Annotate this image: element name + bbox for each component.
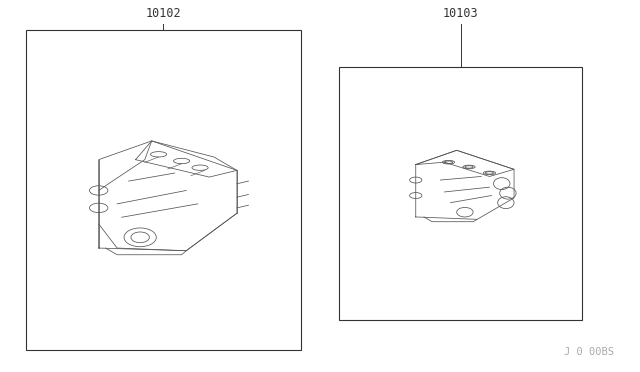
Text: 10102: 10102 bbox=[145, 7, 181, 20]
Bar bbox=[26, 30, 301, 350]
Text: 10103: 10103 bbox=[443, 7, 479, 20]
Bar bbox=[339, 67, 582, 320]
Text: J 0 00BS: J 0 00BS bbox=[564, 347, 614, 357]
